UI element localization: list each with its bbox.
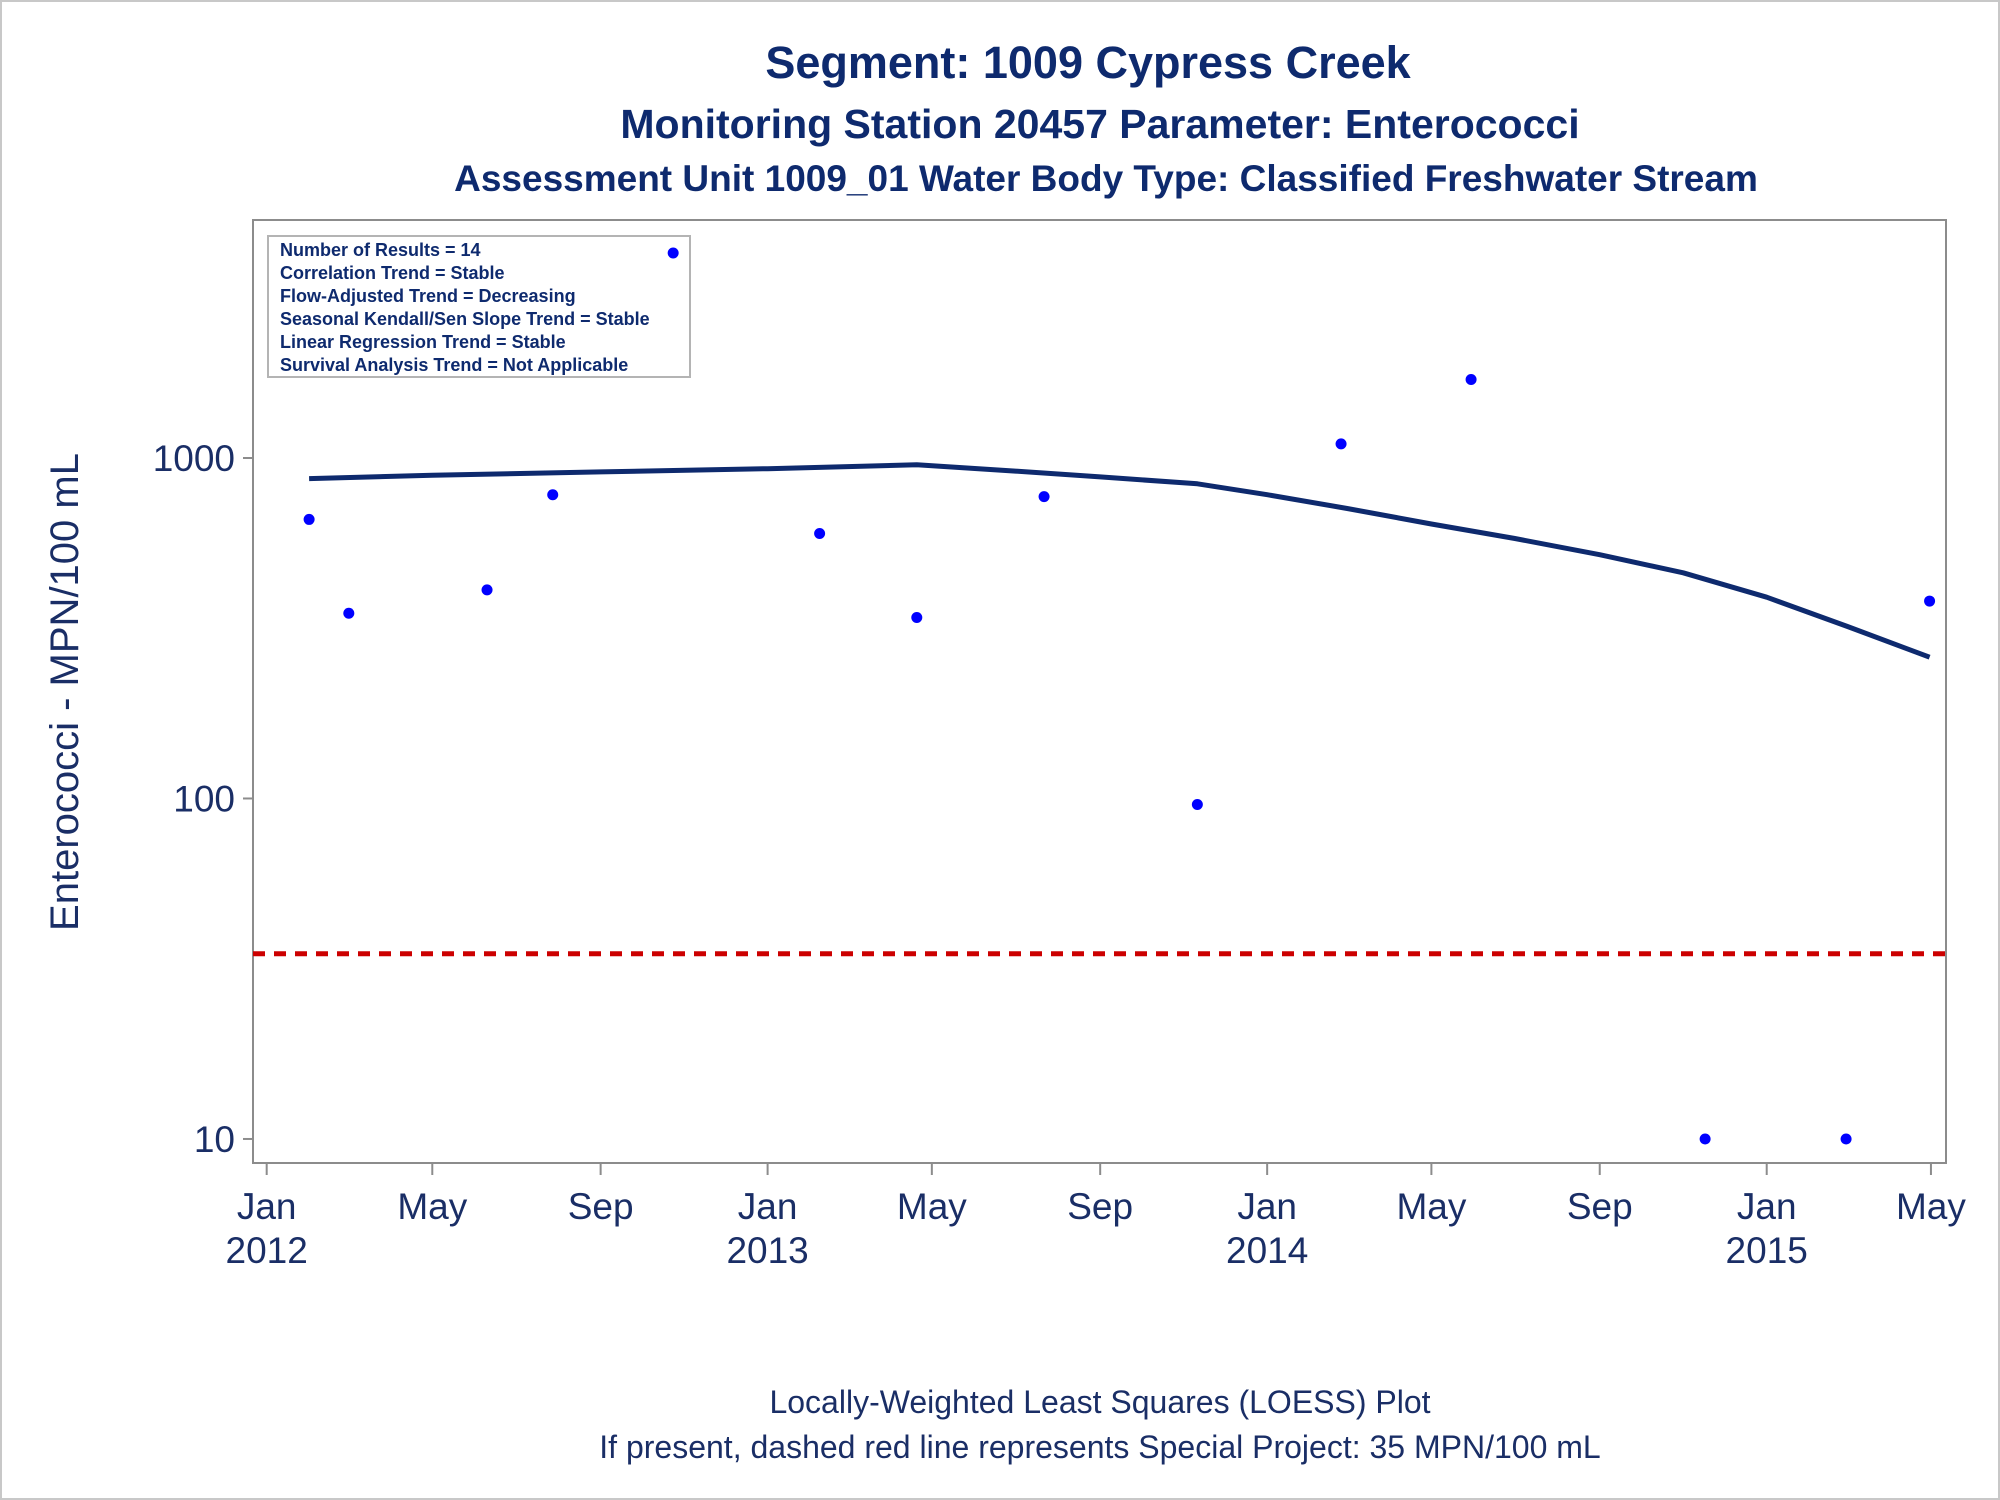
x-tick-year-label: 2013 xyxy=(726,1230,808,1271)
chart-subtitle: Monitoring Station 20457 Parameter: Ente… xyxy=(620,101,1579,147)
data-point xyxy=(1465,374,1477,386)
x-tick-label: Sep xyxy=(1067,1186,1133,1227)
chart-title: Segment: 1009 Cypress Creek xyxy=(765,37,1411,88)
data-point xyxy=(667,247,679,259)
points-layer xyxy=(303,247,1936,1145)
x-tick-label: May xyxy=(397,1186,467,1227)
y-tick-label: 10 xyxy=(194,1119,235,1160)
data-point xyxy=(1699,1133,1711,1145)
data-point xyxy=(1335,438,1347,450)
data-point xyxy=(911,612,923,624)
data-point xyxy=(481,584,493,596)
x-tick-year-label: 2015 xyxy=(1726,1230,1808,1271)
inset-line: Survival Analysis Trend = Not Applicable xyxy=(280,355,628,375)
trend-summary-box: Number of Results = 14 Correlation Trend… xyxy=(267,235,691,378)
data-point xyxy=(343,607,355,619)
x-tick-label: May xyxy=(1396,1186,1466,1227)
chart-subtitle-2: Assessment Unit 1009_01 Water Body Type:… xyxy=(454,158,1758,199)
inset-line: Flow-Adjusted Trend = Decreasing xyxy=(280,286,576,306)
data-point xyxy=(814,528,826,540)
inset-line: Correlation Trend = Stable xyxy=(280,263,505,283)
data-point xyxy=(1924,595,1936,607)
data-point xyxy=(547,489,559,501)
x-tick-year-label: 2014 xyxy=(1226,1230,1308,1271)
x-tick-label: Jan xyxy=(1237,1186,1297,1227)
x-tick-label: Jan xyxy=(1737,1186,1797,1227)
loess-line xyxy=(309,462,1931,660)
loess-layer xyxy=(309,462,1931,660)
x-tick-label: Jan xyxy=(237,1186,297,1227)
data-point xyxy=(1840,1133,1852,1145)
data-point xyxy=(303,513,315,525)
data-point xyxy=(1038,491,1050,503)
y-axis-label: Enterococci - MPN/100 mL xyxy=(43,453,87,931)
x-tick-year-label: 2012 xyxy=(226,1230,308,1271)
inset-line: Seasonal Kendall/Sen Slope Trend = Stabl… xyxy=(280,309,650,329)
inset-line: Linear Regression Trend = Stable xyxy=(280,332,566,352)
x-tick-label: Jan xyxy=(738,1186,798,1227)
x-tick-label: Sep xyxy=(1567,1186,1633,1227)
y-tick-label: 100 xyxy=(173,778,235,819)
y-axis: 10 100 1000 xyxy=(153,438,253,1160)
inset-line: Number of Results = 14 xyxy=(280,240,481,260)
trend-summary-border xyxy=(267,235,691,378)
x-tick-label: May xyxy=(897,1186,967,1227)
y-tick-label: 1000 xyxy=(153,438,235,479)
x-tick-label: Sep xyxy=(568,1186,634,1227)
x-tick-label: May xyxy=(1896,1186,1966,1227)
data-point xyxy=(1191,799,1203,811)
footnote-loess: Locally-Weighted Least Squares (LOESS) P… xyxy=(769,1384,1430,1420)
footnote-reference: If present, dashed red line represents S… xyxy=(599,1429,1600,1465)
